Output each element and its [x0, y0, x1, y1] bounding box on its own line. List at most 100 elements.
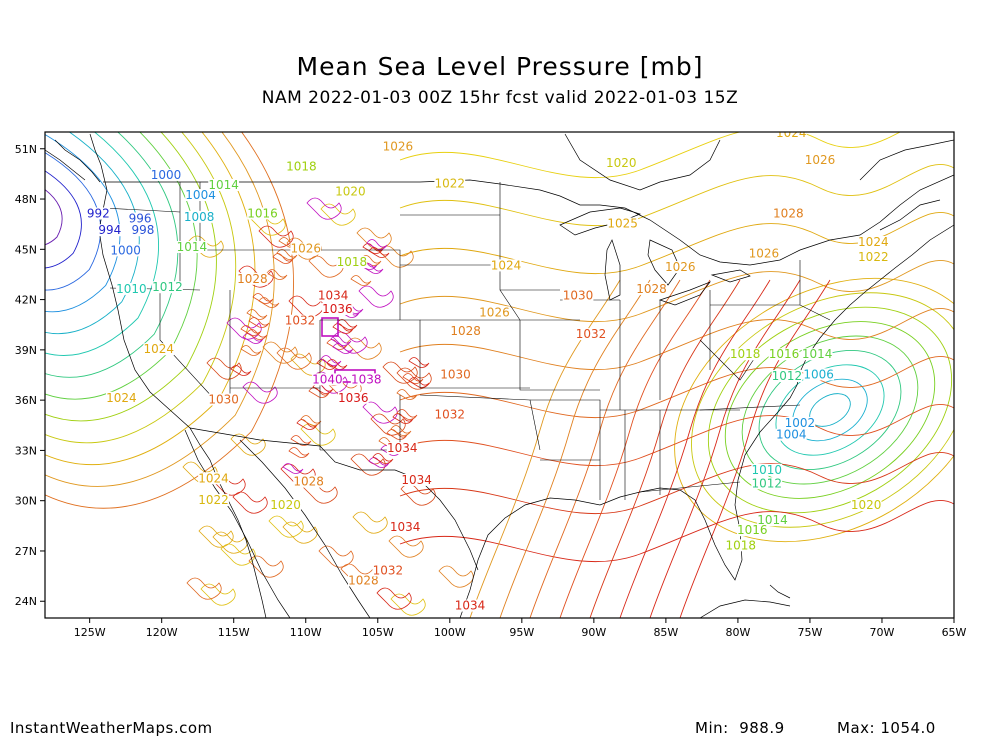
border-ga-fl — [639, 481, 741, 493]
isobar-label-bg — [768, 348, 800, 361]
isobar-label: 1030 — [563, 289, 594, 303]
isobar-label: 1010 — [751, 463, 782, 477]
isobar-label-bg — [98, 224, 122, 237]
isobar-label-bg — [725, 539, 757, 552]
isobar-label-bg — [347, 574, 379, 587]
isobar-line — [559, 279, 711, 618]
isobar-line — [45, 133, 121, 313]
isobar-label-bg — [350, 373, 382, 386]
isobar-line — [45, 132, 275, 487]
isobar-label: 1026 — [479, 305, 510, 319]
isobar-label-bg — [784, 416, 816, 429]
isobar-line — [362, 263, 384, 274]
isobar-label: 1018 — [286, 160, 317, 174]
lat-tick-label: 24N — [15, 595, 37, 608]
isobar-label: 1025 — [607, 217, 638, 231]
isobar-line — [45, 132, 256, 466]
longitude-ticks: 125W 120W 115W 110W 105W 100W 95W 90W 85W 80W 75W 7… — [74, 618, 967, 639]
isobar-label-bg — [317, 289, 349, 302]
coastline-mexico-west — [239, 439, 371, 618]
isobar-label-bg — [490, 259, 522, 272]
coastline-bahamas — [769, 584, 791, 599]
lake-ontario — [710, 269, 751, 283]
isobar-label: 1024 — [858, 235, 889, 249]
isobar-line — [399, 132, 902, 179]
isobar-label-bg — [372, 564, 404, 577]
isobar-line — [399, 355, 954, 419]
border-us-canada — [103, 174, 954, 266]
isobar-label-bg — [775, 428, 807, 441]
lon-tick-label: 90W — [581, 626, 606, 639]
isobar-label-bg — [386, 442, 418, 455]
isobar-label: 1012 — [152, 280, 183, 294]
isobar-label: 1016 — [737, 523, 768, 537]
isobar-label: 1022 — [858, 250, 889, 264]
isobar-line — [276, 249, 298, 260]
isobar-label: 1028 — [293, 475, 324, 489]
isobar-line — [386, 429, 408, 440]
isobar-label-bg — [401, 473, 433, 486]
isobar-label-bg — [247, 207, 278, 220]
lon-tick-label: 125W — [74, 626, 106, 639]
site-credit: InstantWeatherMaps.com — [10, 719, 213, 737]
coastline-nova-scotia — [879, 199, 941, 231]
isobar-label: 1024 — [144, 342, 175, 356]
isobar-line — [396, 367, 432, 390]
isobar-label-bg — [850, 499, 882, 512]
isobar-line — [45, 170, 82, 269]
isobar-label-bg — [293, 475, 325, 488]
isobar-label-bg — [322, 302, 353, 315]
isobar-line — [45, 132, 179, 378]
isobar-label-bg — [804, 153, 836, 166]
isobar-label: 1032 — [285, 314, 316, 328]
isobar-line — [399, 499, 954, 563]
isobar-line — [290, 435, 312, 446]
isobar-line — [258, 297, 280, 308]
isobar-line — [366, 239, 388, 250]
isobar-label: 1020 — [851, 498, 882, 512]
isobar-label: 1022 — [435, 176, 466, 190]
isobar-label: 1012 — [772, 369, 803, 383]
isobar-line — [238, 265, 274, 288]
isobar-label-bg — [198, 472, 229, 485]
min-label: Min: — [695, 719, 729, 737]
isobar-line — [266, 269, 288, 280]
isobar-label-bg — [605, 157, 637, 170]
isobar-label: 1034 — [455, 599, 486, 613]
isobar-line — [679, 279, 831, 618]
isobar-label: 1032 — [435, 408, 466, 422]
isobar-line — [352, 511, 388, 534]
isobar-line — [438, 565, 474, 588]
isobar-label-bg — [336, 256, 368, 269]
isobar-line — [399, 259, 954, 323]
isobar-line — [358, 285, 394, 308]
isobar-line — [242, 381, 278, 404]
isobar-line — [45, 132, 217, 422]
isobar-line — [288, 447, 310, 458]
border-nv-ca — [159, 290, 216, 401]
max-value: 1054.0 — [880, 719, 936, 737]
isobar-line — [258, 225, 294, 248]
lon-tick-label: 85W — [653, 626, 678, 639]
isobar-label: 1032 — [576, 327, 607, 341]
isobar-label-bg — [152, 281, 183, 294]
isobar-line — [376, 587, 412, 610]
lat-tick-label: 33N — [15, 444, 37, 457]
isobar-line — [330, 335, 352, 346]
isobar-line — [408, 357, 430, 368]
lake-michigan — [604, 239, 621, 301]
isobar-line — [45, 132, 198, 400]
isobar-label: 1014 — [757, 513, 788, 527]
coastline-atlantic — [737, 224, 954, 481]
isobar-label: 1032 — [373, 563, 404, 577]
isobar-line — [246, 329, 268, 340]
isobar-line — [312, 371, 348, 394]
isobar-label: 1028 — [636, 282, 667, 296]
isobar-label-bg — [208, 393, 240, 406]
geography-outlines — [45, 133, 954, 618]
isobar-line — [399, 211, 954, 275]
isobar-line — [350, 275, 372, 286]
isobar-label-bg — [736, 524, 768, 537]
isobar-line — [360, 255, 382, 266]
isobar-line — [45, 152, 102, 291]
